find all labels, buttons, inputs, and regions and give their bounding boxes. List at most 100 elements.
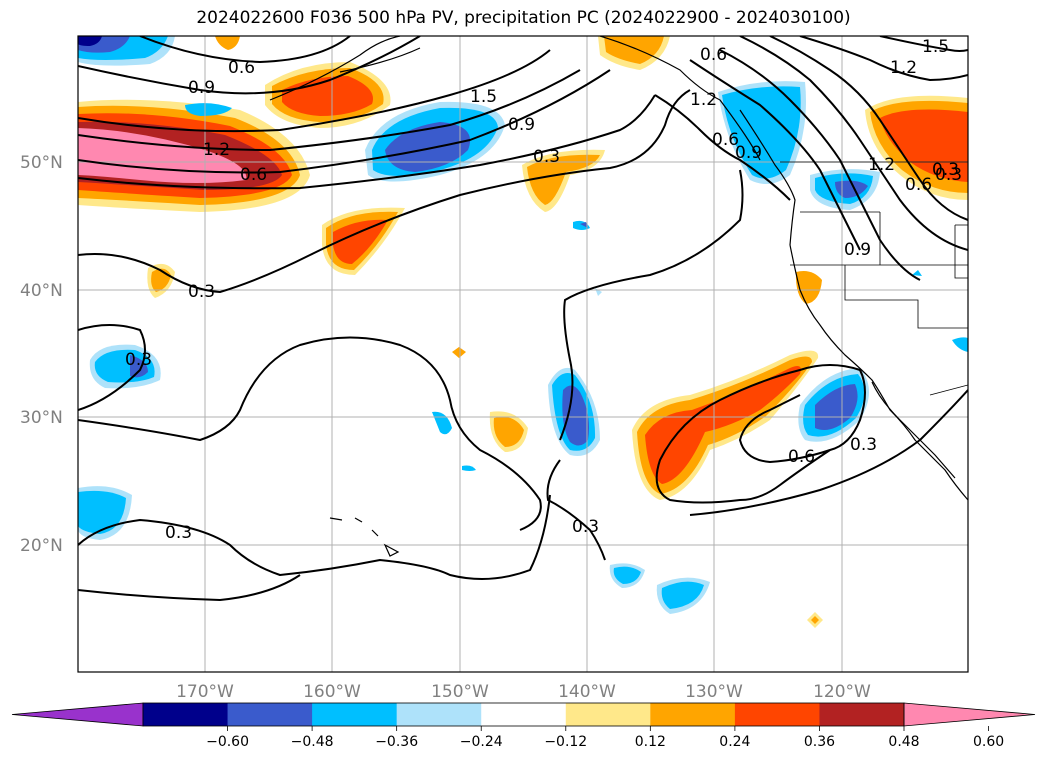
contour-label: 1.5 (470, 87, 497, 107)
contour-0.6-top (139, 36, 351, 64)
latitude-labels: 50°N 40°N 30°N 20°N (20, 153, 63, 556)
contour-0.6-a (78, 94, 656, 190)
shading-blue-16n-c (661, 581, 704, 609)
contour-label: 1.2 (890, 58, 917, 78)
colorbar-segment (396, 703, 482, 726)
colorbar-segment (143, 703, 229, 726)
pv-contours (78, 36, 968, 602)
colorbar-label: −0.48 (291, 734, 334, 750)
lat-label: 30°N (20, 408, 63, 428)
colorbar-label: 0.48 (888, 734, 919, 750)
contour-label: 0.3 (165, 523, 192, 543)
shading-small-blue-37n (952, 337, 968, 352)
shading-small-orange-1 (452, 347, 466, 358)
contour-0.3-b (78, 324, 146, 411)
hawaii (329, 517, 400, 557)
colorbar-label: −0.12 (544, 734, 587, 750)
colorbar-label: 0.60 (973, 734, 1004, 750)
lat-label: 20°N (20, 536, 63, 556)
shading-band-r (645, 366, 801, 484)
colorbar-segment (312, 703, 398, 726)
contour-label: 0.3 (935, 165, 962, 185)
contour-label: 0.6 (712, 130, 739, 150)
contour-label: 0.9 (735, 143, 762, 163)
contour-label: 0.3 (932, 160, 959, 180)
colorbar-segment (734, 703, 820, 726)
contour-0.6-c (654, 94, 791, 201)
contour-label: 0.9 (508, 115, 535, 135)
lon-label: 160°W (303, 682, 361, 702)
colorbar-label: 0.24 (719, 734, 750, 750)
contour-0.3-e (78, 574, 301, 602)
contour-0.9-top (78, 36, 421, 95)
colorbar-extend-low (11, 702, 144, 727)
lon-label: 150°W (431, 682, 489, 702)
lon-label: 120°W (813, 682, 871, 702)
shading-blue-22n-c (78, 490, 126, 534)
shading-tiny-blue-44n (580, 222, 588, 228)
contour-0.3-c (78, 336, 542, 531)
contour-label: 0.6 (788, 447, 815, 467)
contour-0.6-d (879, 36, 968, 52)
contour-label: 0.3 (533, 147, 560, 167)
shading-red-45n-r (333, 219, 388, 264)
shading-blue-48n-b (835, 180, 868, 198)
shading-blue-18n-c (613, 566, 641, 584)
contour-0.9-a (78, 69, 611, 174)
contour-label: 1.5 (922, 37, 949, 57)
longitude-labels: 170°W 160°W 150°W 140°W 130°W 120°W (176, 682, 871, 702)
contour-label: 0.3 (572, 517, 599, 537)
contour-1.5-b (739, 36, 968, 251)
lon-label: 170°W (176, 682, 234, 702)
shading-blue-30n-b (562, 385, 589, 446)
contour-label: 1.2 (868, 155, 895, 175)
colorbar-segment (819, 703, 905, 726)
colorbar-label: 0.36 (804, 734, 835, 750)
contour-0.9-b (689, 59, 861, 251)
colorbar-label: 0.12 (635, 734, 666, 750)
colorbar-label: −0.36 (375, 734, 418, 750)
shading-small-blue-2 (462, 465, 476, 471)
contour-label: 0.9 (188, 78, 215, 98)
shading-orange-14n-o (811, 616, 819, 624)
graticule (78, 36, 968, 672)
contour-0.3-h (689, 389, 968, 516)
contour-label: 0.9 (844, 240, 871, 260)
shading-orange-top-o (604, 36, 664, 64)
coastlines (269, 36, 968, 557)
map-panel: 0.6 0.9 1.5 1.2 1.5 1.2 0.9 0.6 1.2 0.6 … (78, 36, 968, 672)
contour-label: 0.6 (700, 45, 727, 65)
contour-0.6-b (655, 364, 866, 504)
shading-blue-34n-b (130, 355, 148, 378)
contour-label: 0.6 (905, 175, 932, 195)
shading-blue-31n-b (815, 384, 858, 431)
contour-label: 0.3 (850, 435, 877, 455)
shading-coast-blue-c (722, 86, 801, 179)
contour-label: 0.6 (240, 165, 267, 185)
colorbar-segment (227, 703, 313, 726)
contour-labels: 0.6 0.9 1.5 1.2 1.5 1.2 0.9 0.6 1.2 0.6 … (125, 37, 962, 543)
lon-label: 130°W (685, 682, 743, 702)
baja (871, 381, 956, 479)
colorbar: −0.60 −0.48 −0.36 −0.24 −0.12 0.12 0.24 0.36 0.4… (11, 702, 1036, 750)
shading-orange-30n-o (493, 416, 524, 447)
contour-0.3-a (78, 89, 691, 294)
colorbar-extend-high (903, 702, 1036, 727)
shading-orange-48n-o (527, 154, 600, 205)
contour-0.3-d (78, 494, 551, 580)
colorbar-label: −0.24 (460, 734, 503, 750)
lon-label: 140°W (558, 682, 616, 702)
contour-label: 0.3 (188, 282, 215, 302)
contour-label: 1.2 (203, 140, 230, 160)
shading-top-blue-n (78, 36, 102, 46)
contour-label: 0.6 (228, 58, 255, 78)
shading-ne-r (880, 109, 968, 182)
colorbar-frame (142, 702, 905, 727)
shading-strip-blue (185, 103, 232, 116)
us-west-coast (789, 244, 968, 501)
shading-small-blue-41n (912, 270, 922, 276)
lat-label: 50°N (20, 153, 63, 173)
contour-1.2-a (78, 69, 581, 152)
colorbar-segment (481, 703, 567, 726)
